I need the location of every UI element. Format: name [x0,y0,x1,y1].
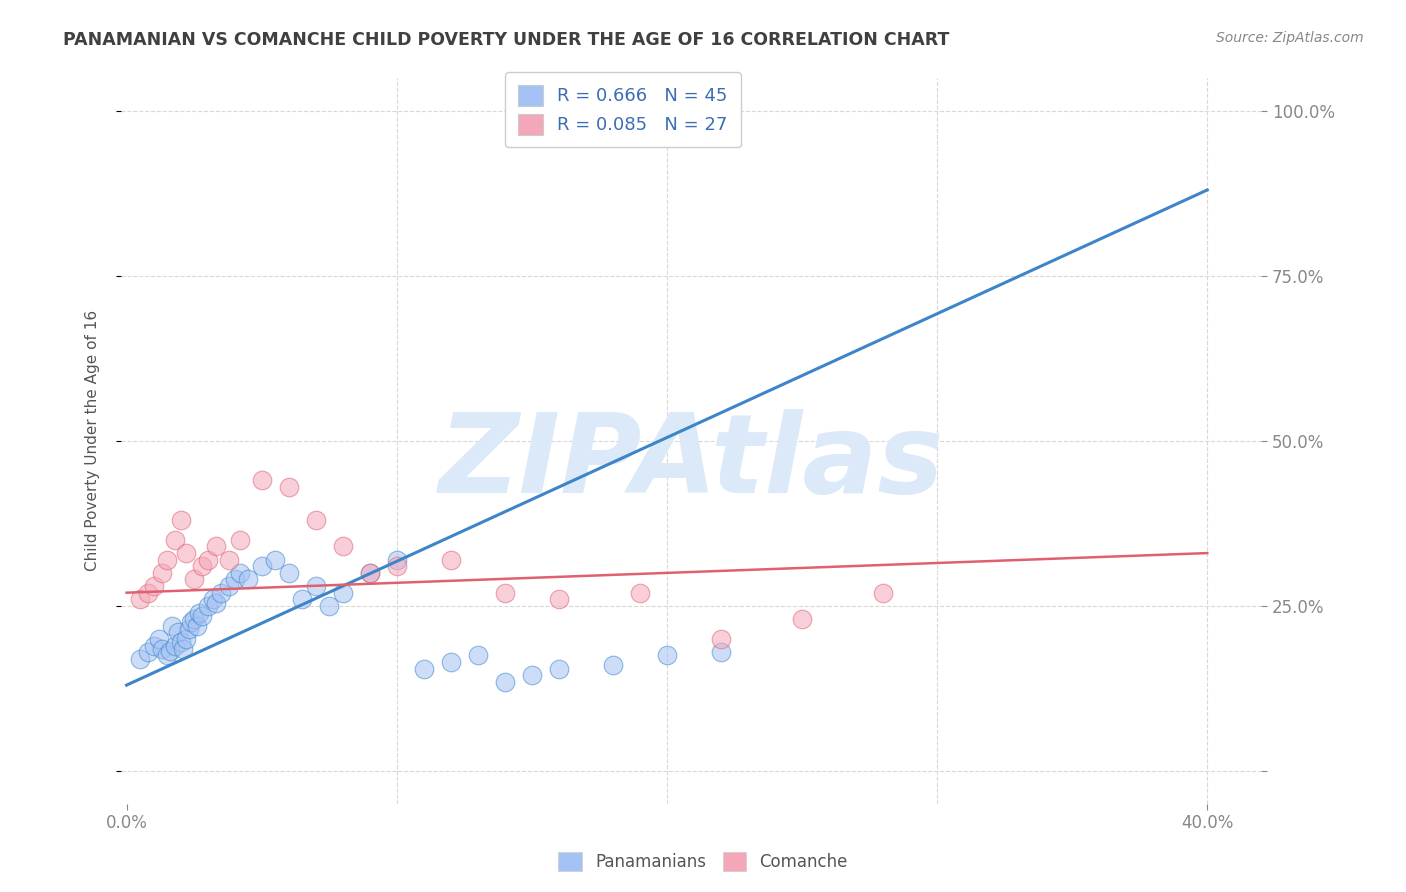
Point [277,480,299,494]
Point [277,566,299,580]
Legend: Panamanians, Comanche: Panamanians, Comanche [550,843,856,880]
Point [156,648,179,663]
Point [655,648,678,663]
Point [385,552,408,566]
Point [440,552,463,566]
Point [872,585,894,599]
Point [159,644,181,658]
Point [628,585,651,599]
Point [359,566,381,580]
Point [440,655,463,669]
Point [291,592,314,607]
Point [305,579,328,593]
Y-axis label: Child Poverty Under the Age of 16: Child Poverty Under the Age of 16 [86,310,100,572]
Text: PANAMANIAN VS COMANCHE CHILD POVERTY UNDER THE AGE OF 16 CORRELATION CHART: PANAMANIAN VS COMANCHE CHILD POVERTY UND… [63,31,949,49]
Point [467,648,489,663]
Point [129,592,152,607]
Legend: R = 0.666   N = 45, R = 0.085   N = 27: R = 0.666 N = 45, R = 0.085 N = 27 [505,72,741,147]
Point [191,559,214,574]
Point [148,632,170,646]
Point [167,625,190,640]
Text: ZIPAtlas: ZIPAtlas [439,409,943,516]
Point [520,668,543,682]
Point [183,573,205,587]
Point [169,635,191,649]
Point [197,599,219,613]
Point [186,618,208,632]
Text: Source: ZipAtlas.com: Source: ZipAtlas.com [1216,31,1364,45]
Point [318,599,340,613]
Point [494,674,516,689]
Point [412,662,434,676]
Point [224,573,246,587]
Point [136,585,159,599]
Point [156,552,179,566]
Point [172,641,194,656]
Point [174,632,197,646]
Point [236,573,259,587]
Point [180,615,202,630]
Point [204,540,226,554]
Point [385,559,408,574]
Point [150,566,173,580]
Point [197,552,219,566]
Point [547,662,569,676]
Point [174,546,197,560]
Point [150,641,173,656]
Point [191,608,214,623]
Point [229,566,252,580]
Point [142,579,165,593]
Point [162,618,184,632]
Point [142,639,165,653]
Point [332,540,354,554]
Point [183,612,205,626]
Point [165,533,187,547]
Point [710,645,733,659]
Point [264,552,287,566]
Point [209,585,232,599]
Point [359,566,381,580]
Point [305,513,328,527]
Point [710,632,733,646]
Point [136,645,159,659]
Point [169,513,191,527]
Point [790,612,813,626]
Point [177,622,200,636]
Point [494,585,516,599]
Point [218,552,240,566]
Point [250,559,273,574]
Point [218,579,240,593]
Point [229,533,252,547]
Point [201,592,224,607]
Point [332,585,354,599]
Point [129,651,152,665]
Point [602,658,624,673]
Point [188,606,211,620]
Point [204,596,226,610]
Point [547,592,569,607]
Point [250,474,273,488]
Point [165,639,187,653]
